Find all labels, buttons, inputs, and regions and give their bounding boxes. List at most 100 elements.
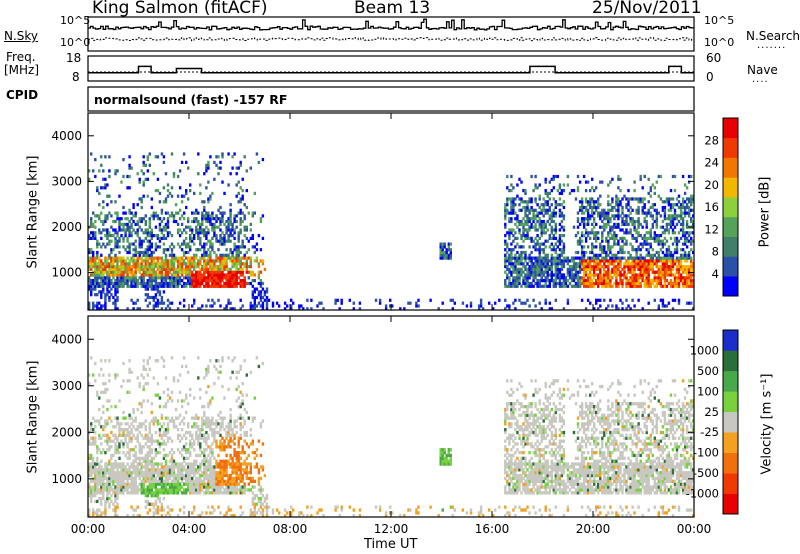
power-cell — [96, 279, 99, 283]
velocity-cell — [118, 456, 121, 460]
power-cell — [514, 197, 517, 201]
power-cell — [90, 259, 93, 263]
power-cell — [237, 276, 240, 280]
power-cell — [106, 203, 109, 207]
power-cell — [611, 205, 614, 210]
power-cell — [552, 259, 555, 263]
power-cell — [233, 245, 236, 249]
power-cell — [536, 270, 539, 274]
power-cell — [104, 279, 107, 283]
power-cell — [584, 217, 588, 221]
power-cell — [112, 259, 115, 263]
velocity-cell — [166, 387, 170, 392]
power-cell — [253, 307, 256, 311]
power-cell — [613, 242, 616, 246]
power-cell — [597, 267, 600, 271]
power-cell — [189, 189, 192, 193]
velocity-cell — [172, 376, 176, 380]
power-cell — [100, 186, 103, 190]
velocity-cell — [199, 448, 202, 452]
velocity-cell — [148, 462, 151, 466]
power-cell — [172, 245, 176, 249]
power-cell — [213, 259, 216, 263]
power-cell — [102, 290, 105, 294]
velocity-cell — [148, 425, 151, 429]
velocity-cell — [120, 471, 123, 475]
power-cell — [479, 298, 483, 302]
power-cell — [611, 259, 614, 263]
power-cell — [156, 267, 160, 271]
power-cell — [586, 281, 590, 286]
power-cell — [108, 242, 111, 246]
power-cell — [633, 225, 636, 229]
power-cell — [231, 222, 234, 226]
power-cell — [554, 250, 557, 255]
power-cell — [617, 307, 620, 311]
power-cell — [195, 253, 198, 257]
power-cell — [213, 160, 216, 164]
velocity-cell — [94, 511, 97, 515]
power-cell — [257, 273, 261, 277]
power-cell — [653, 186, 656, 190]
power-cell — [219, 262, 222, 266]
power-cell — [108, 253, 111, 257]
velocity-cell — [126, 451, 129, 455]
power-cell — [211, 245, 214, 249]
power-cell — [647, 267, 650, 271]
power-cell — [593, 284, 596, 288]
power-cell — [685, 284, 689, 288]
power-cell — [235, 256, 238, 260]
power-cell — [191, 279, 194, 283]
power-cell — [182, 262, 186, 266]
power-cell — [623, 256, 626, 260]
power-cell — [187, 219, 190, 224]
power-cell — [441, 253, 444, 257]
power-cell — [94, 293, 97, 297]
power-cell — [609, 208, 612, 212]
power-cell — [635, 281, 638, 286]
power-cell — [605, 281, 608, 286]
velocity-cell — [90, 491, 93, 495]
power-cell — [631, 256, 634, 260]
power-cell — [647, 208, 650, 212]
power-cell — [621, 250, 624, 255]
power-cell — [522, 270, 525, 274]
power-cell — [546, 279, 549, 283]
power-cell — [158, 293, 162, 297]
velocity-cell — [170, 508, 174, 512]
power-cell — [530, 273, 533, 277]
power-cell — [189, 284, 192, 288]
power-cell — [629, 219, 632, 224]
power-cell — [558, 281, 562, 286]
velocity-cell — [191, 416, 194, 420]
power-cell — [514, 276, 517, 280]
velocity-cell — [108, 471, 111, 475]
power-cell — [516, 183, 519, 187]
power-cell — [593, 219, 596, 224]
velocity-cell — [180, 364, 184, 369]
power-cell — [637, 279, 640, 283]
power-cell — [100, 273, 103, 277]
power-cell — [510, 189, 513, 193]
velocity-cell — [187, 465, 190, 469]
power-cell — [152, 250, 155, 255]
power-cell — [205, 163, 208, 167]
power-cell — [429, 298, 432, 302]
power-cell — [227, 284, 230, 288]
power-cell — [132, 270, 135, 274]
power-cell — [625, 259, 628, 263]
velocity-cell — [148, 356, 151, 360]
power-cell — [201, 265, 204, 269]
power-cell — [140, 267, 143, 271]
velocity-cell — [96, 473, 99, 478]
power-cell — [673, 279, 677, 283]
power-cell — [98, 214, 101, 218]
power-cell — [597, 253, 600, 257]
power-cell — [546, 219, 549, 224]
power-cell — [225, 228, 228, 232]
velocity-cell — [201, 473, 204, 478]
velocity-cell — [114, 508, 117, 512]
power-cell — [665, 270, 669, 274]
power-cell — [518, 203, 521, 207]
power-cell — [524, 265, 527, 269]
